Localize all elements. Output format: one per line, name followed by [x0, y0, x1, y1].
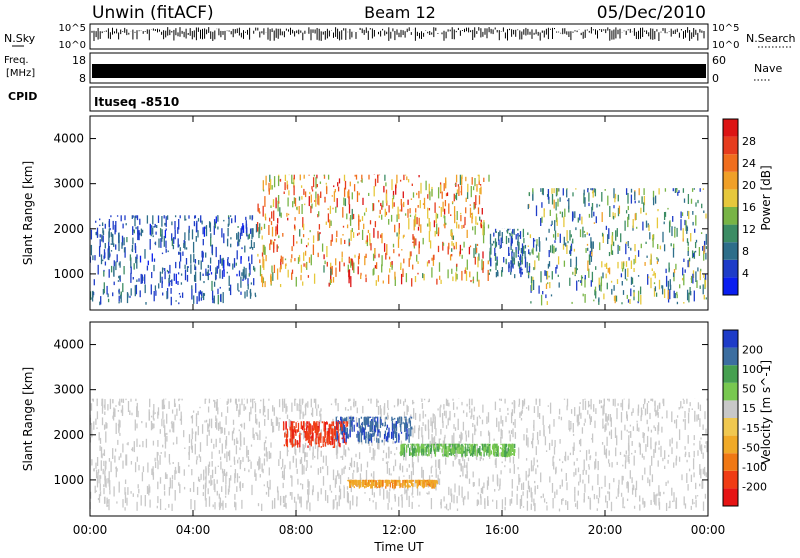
cpid-value: Ituseq -8510 [94, 95, 179, 109]
colorbar-step [723, 453, 738, 471]
colorbar-tick-label: 15 [742, 402, 756, 415]
colorbar-step [723, 400, 738, 418]
nsearch-label: N.Search [746, 32, 796, 45]
ytick-label: 1000 [53, 473, 84, 487]
velocity-colorbar-label: Velocity [m s^-1] [759, 360, 773, 464]
ytick-label: 4000 [53, 338, 84, 352]
colorbar-frame [722, 118, 739, 296]
ytick-label: 4000 [53, 132, 84, 146]
ytick-label: 3000 [53, 383, 84, 397]
colorbar-step [723, 154, 738, 172]
station-title: Unwin (fitACF) [92, 3, 214, 23]
velocity-xlabel: Time UT [373, 540, 424, 554]
colorbar-step [723, 382, 738, 401]
freq-tick-bottom: 8 [79, 72, 86, 85]
colorbar-step [723, 259, 738, 278]
freq-label: Freq. [4, 55, 29, 66]
colorbar-tick-label: 200 [742, 344, 763, 357]
colorbar-step [723, 171, 738, 190]
freq-tick-top: 18 [72, 54, 86, 67]
colorbar-tick-label: -15 [742, 422, 760, 435]
xtick-label: 12:00 [382, 523, 417, 537]
colorbar-step [723, 136, 738, 155]
velocity-ylabel: Slant Range [km] [21, 367, 35, 471]
power-colorbar-label: Power [dB] [759, 165, 773, 230]
ytick-label: 2000 [53, 222, 84, 236]
colorbar-step [723, 330, 738, 348]
cpid-label: CPID [8, 90, 37, 103]
colorbar-step [723, 277, 738, 295]
colorbar-step [723, 470, 738, 489]
freq-band [92, 64, 706, 78]
colorbar-tick-label: 16 [742, 201, 756, 214]
colorbar-step [723, 224, 738, 243]
colorbar-tick-label: 28 [742, 135, 756, 148]
colorbar-tick-label: 50 [742, 383, 756, 396]
xtick-label: 00:00 [73, 523, 108, 537]
colorbar-tick-label: 4 [742, 267, 749, 280]
velocity-axes: 1000 2000 3000 4000 00:00 04:00 08:00 12:00 16:0… [53, 322, 725, 537]
colorbar-tick-label: 20 [742, 179, 756, 192]
colorbar-tick-label: 24 [742, 157, 756, 170]
xtick-label: 08:00 [279, 523, 314, 537]
freq-bars [92, 64, 706, 78]
colorbar-tick-label: -100 [742, 461, 767, 474]
colorbar-step [723, 365, 738, 383]
xtick-label: 04:00 [176, 523, 211, 537]
freq-panel-frame [89, 52, 709, 84]
nsky-tick-top: 10^5 [59, 23, 86, 34]
nave-tick-bottom: 0 [712, 72, 719, 85]
colorbar-tick-label: -200 [742, 480, 767, 493]
nave-tick-top: 60 [712, 54, 726, 67]
date-title: 05/Dec/2010 [597, 3, 706, 23]
colorbar-frame [722, 329, 739, 507]
nsearch-tick-bottom: 10^0 [712, 40, 739, 51]
velocity-colorbar: 200 100 50 15 -15 -50 -100 -200 [722, 329, 767, 507]
colorbar-tick-label: 12 [742, 223, 756, 236]
beam-title: Beam 12 [364, 3, 436, 22]
nsky-tick-bottom: 10^0 [59, 40, 86, 51]
nave-label: Nave [754, 62, 782, 75]
cpid-panel-frame [89, 86, 709, 112]
colorbar-step [723, 207, 738, 225]
ytick-label: 1000 [53, 267, 84, 281]
colorbar-tick-label: 100 [742, 363, 763, 376]
power-echoes [89, 174, 708, 306]
colorbar-step [723, 418, 738, 436]
colorbar-tick-label: 8 [742, 245, 749, 258]
colorbar-step [723, 189, 738, 207]
colorbar-step [723, 435, 738, 454]
power-ylabel: Slant Range [km] [21, 161, 35, 265]
xtick-label: 00:00 [691, 523, 726, 537]
ytick-label: 3000 [53, 177, 84, 191]
nsearch-tick-top: 10^5 [712, 23, 739, 34]
nsky-bars [91, 27, 705, 41]
colorbar-step [723, 119, 738, 137]
xtick-label: 16:00 [485, 523, 520, 537]
colorbar-step [723, 347, 738, 366]
freq-unit: [MHz] [6, 68, 35, 79]
colorbar-step [723, 242, 738, 260]
power-colorbar: 28 24 20 16 12 8 4 [722, 118, 756, 296]
nsky-panel-frame [89, 23, 709, 50]
velocity-echoes [89, 398, 708, 512]
colorbar-tick-label: -50 [742, 441, 760, 454]
ytick-label: 2000 [53, 428, 84, 442]
colorbar-step [723, 488, 738, 506]
xtick-label: 20:00 [588, 523, 623, 537]
power-axes: 1000 2000 3000 4000 [53, 116, 709, 310]
nsky-label: N.Sky [4, 32, 36, 45]
